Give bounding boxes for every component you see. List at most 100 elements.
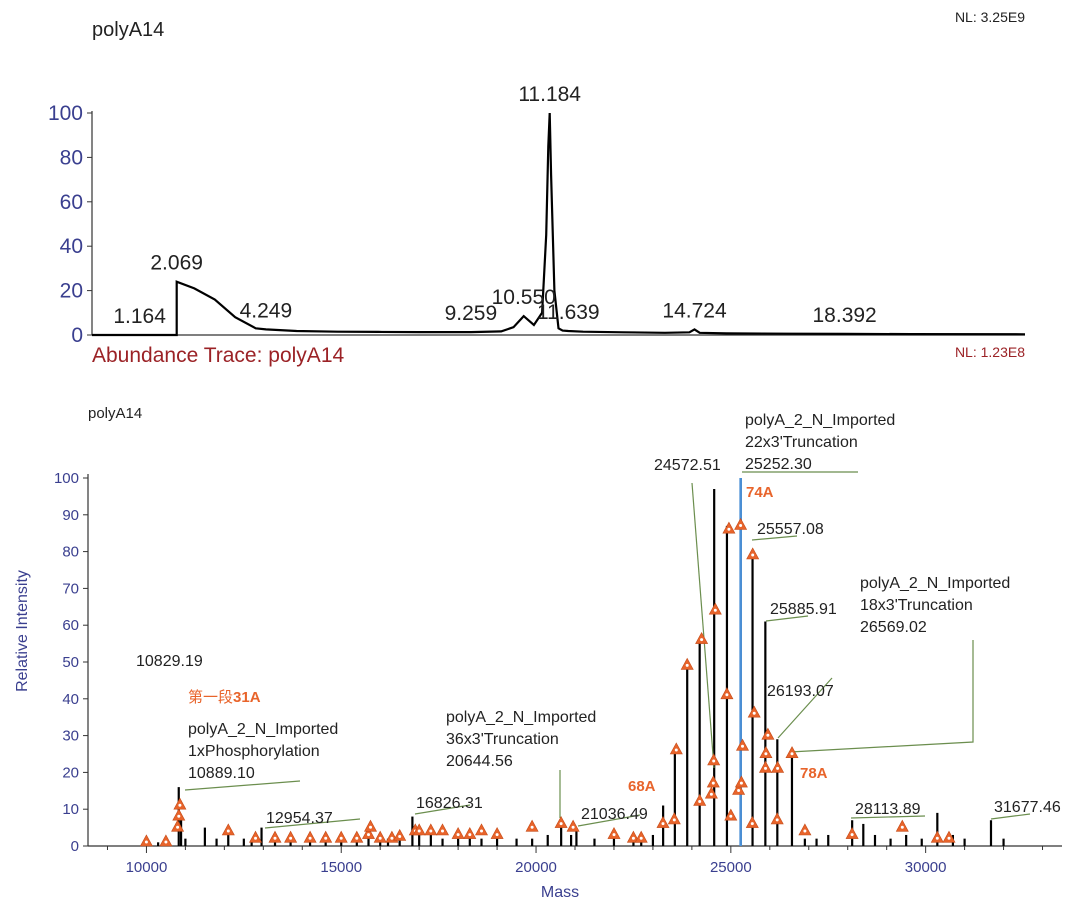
spectrum-ytick-label: 50 [62, 654, 79, 671]
spectrum-marker [172, 808, 186, 821]
spectrum-marker [695, 631, 709, 644]
spectrum-marker-dot [339, 836, 343, 840]
spectrum-marker-dot [468, 833, 472, 837]
spectrum-marker [720, 687, 734, 700]
spectrum-marker-dot [764, 766, 767, 770]
spectrum-marker-dot [612, 833, 616, 837]
spectrum-marker-dot [530, 825, 534, 829]
spectrum-xtick-label: 30000 [905, 859, 947, 876]
spectrum-marker [350, 830, 364, 843]
spectrum-marker [758, 760, 773, 773]
spectrum-marker [693, 793, 707, 806]
spectrum-marker-dot [739, 781, 743, 785]
spectrum-marker [607, 826, 621, 839]
spectrum-ytick-label: 20 [62, 764, 79, 781]
spectrum-marker-dot [456, 833, 460, 837]
spectrum-ytick-label: 10 [62, 801, 79, 818]
spectrum-marker [771, 760, 785, 773]
spectrum-marker [759, 746, 773, 759]
spectrum-marker-dot [751, 553, 755, 557]
spectrum-tag-value: 74A [746, 484, 774, 501]
spectrum-marker-dot [390, 836, 394, 840]
chromatogram-ytick-label: 60 [60, 191, 83, 214]
spectrum-marker [845, 826, 859, 839]
spectrum-marker-dot [900, 825, 904, 829]
spectrum-ytick-label: 60 [62, 617, 79, 634]
spectrum-annotation-line: 26193.07 [767, 683, 834, 700]
spectrum-annotation-line: 16826.31 [416, 795, 483, 812]
spectrum-marker [361, 826, 376, 839]
spectrum-marker [373, 830, 387, 843]
chromatogram-peak-label: 11.639 [537, 301, 600, 324]
spectrum-tag: 74A [746, 484, 774, 501]
spectrum-leader-line [789, 640, 974, 753]
spectrum-free-tag: 78A [800, 765, 828, 782]
spectrum-ytick-label: 30 [62, 728, 79, 745]
spectrum-marker [942, 830, 956, 843]
spectrum-xtick-label: 20000 [515, 859, 557, 876]
spectrum-marker [424, 823, 438, 836]
spectrum-marker [732, 782, 746, 795]
spectrum-free-tag: 68A [628, 778, 656, 795]
spectrum-marker-dot [766, 733, 770, 737]
spectrum-marker-dot [308, 836, 312, 840]
spectrum-annotation-line: 22x3'Truncation [745, 434, 858, 451]
spectrum-marker-dot [176, 825, 180, 829]
mass-spectrum-panel: polyA14 0 10 20 30 40 50 60 70 80 90 100 10000 15000… [14, 405, 1062, 901]
spectrum-marker-dot [737, 789, 741, 792]
spectrum-marker-dot [429, 829, 433, 833]
spectrum-marker [735, 738, 750, 751]
chromatogram-peak-label: 11.184 [518, 83, 581, 106]
spectrum-marker [747, 705, 761, 718]
spectrum-sticks [145, 478, 1005, 846]
spectrum-marker-dot [289, 836, 293, 840]
spectrum-xtick-label: 25000 [710, 859, 752, 876]
spectrum-leader-line [414, 804, 471, 815]
spectrum-annotation-line: polyA_2_N_Imported [446, 709, 596, 726]
spectrum-tag-prefix: 第一段 [188, 688, 233, 706]
spectrum-annotations: 10829.19 polyA_2_N_Imported 1xPhosphorylat… [136, 412, 1061, 827]
spectrum-marker [303, 830, 317, 843]
spectrum-marker [798, 823, 812, 836]
spectrum-marker [667, 812, 681, 825]
spectrum-marker [706, 775, 720, 788]
spectrum-marker-dot [725, 693, 729, 697]
chromatogram-ytick-label: 40 [60, 235, 83, 258]
spectrum-leader-line [184, 780, 301, 791]
chromatogram-peak-label: 1.164 [113, 305, 166, 328]
spectrum-annotation-line: 25885.91 [770, 601, 837, 618]
spectrum-leader-line [990, 813, 1031, 820]
spectrum-annotation-line: 36x3'Truncation [446, 731, 559, 748]
spectrum-marker [707, 753, 721, 766]
spectrum-ytick-label: 70 [62, 580, 79, 597]
spectrum-leader-line [751, 535, 798, 541]
chromatogram-peak-label: 14.724 [662, 299, 727, 322]
spectrum-marker-dot [729, 814, 733, 818]
spectrum-marker-dot [764, 752, 768, 756]
spectrum-marker [268, 830, 282, 843]
spectrum-axes: 0 10 20 30 40 50 60 70 80 90 100 10000 15000 20000 250… [54, 470, 1062, 876]
spectrum-marker-dot [661, 822, 665, 826]
spectrum-annotation-line: 28113.89 [855, 801, 921, 818]
spectrum-marker [770, 812, 784, 825]
spectrum-marker-dot [254, 836, 257, 840]
chromatogram-peak-label: 10.550 [492, 286, 556, 309]
spectrum-marker [785, 746, 799, 759]
spectrum-marker [680, 657, 694, 670]
spectrum-marker-dot [741, 744, 744, 748]
chromatogram-peak-label: 4.249 [240, 299, 293, 322]
spectrum-ytick-label: 80 [62, 544, 79, 561]
spectrum-annotation-line: 20644.56 [446, 753, 513, 770]
spectrum-leader-line [577, 814, 641, 827]
spectrum-marker [474, 823, 489, 836]
spectrum-marker-dot [355, 836, 359, 840]
spectrum-marker-dot [727, 527, 731, 531]
spectrum-leader-line [691, 482, 715, 769]
spectrum-marker [525, 819, 539, 832]
spectrum-ytick-label: 0 [71, 838, 79, 855]
spectrum-marker-dot [713, 608, 717, 612]
spectrum-marker [319, 830, 333, 843]
spectrum-marker [451, 826, 465, 839]
chromatogram-ytick-label: 100 [48, 102, 83, 125]
